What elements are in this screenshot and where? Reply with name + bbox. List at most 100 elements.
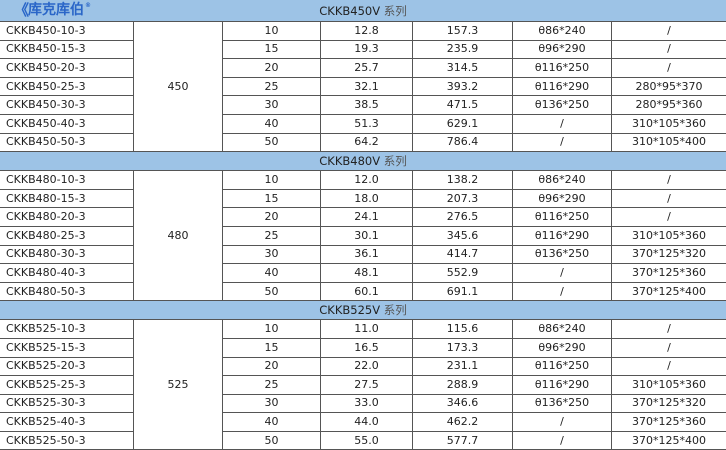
section-title: CKKB450V 系列 <box>0 0 726 22</box>
table-row: CKKB450-50-3 50 64.2 786.4/310*105*400 <box>0 132 726 153</box>
value-cell: θ136*250 <box>512 244 612 265</box>
value-cell: 462.2 <box>412 412 513 432</box>
value-cell: 16.5 <box>320 337 413 358</box>
value-cell: 20 <box>222 207 321 227</box>
table-row: CKKB480-50-3 50 60.1 691.1/370*125*400 <box>0 281 726 302</box>
model-cell: CKKB450-10-3 <box>0 21 134 41</box>
value-cell: 20 <box>222 58 321 78</box>
voltage-cell: 480 <box>133 170 223 302</box>
value-cell: / <box>512 263 612 283</box>
value-cell: θ116*290 <box>512 225 612 246</box>
value-cell: θ96*290 <box>512 337 612 358</box>
value-cell: θ86*240 <box>512 21 612 41</box>
value-cell: 15 <box>222 188 321 209</box>
section-header: CKKB450V 系列 <box>0 0 726 22</box>
value-cell: 48.1 <box>320 263 413 283</box>
table-row: CKKB480-25-3 25 30.1 345.6 θ116*290 310*105*3… <box>0 225 726 246</box>
model-cell: CKKB480-25-3 <box>0 225 134 246</box>
model-cell: CKKB450-40-3 <box>0 113 134 134</box>
value-cell: 33.0 <box>320 393 413 414</box>
value-cell: 24.1 <box>320 207 413 227</box>
value-cell: / <box>611 39 726 60</box>
value-cell: 40 <box>222 412 321 432</box>
table-row: CKKB450-30-3 30 38.5 471.5 θ136*250 280*95*36… <box>0 95 726 115</box>
value-cell: 370*125*400 <box>611 430 726 450</box>
table-row: CKKB480-20-3 20 24.1 276.5 θ116*250/ <box>0 207 726 227</box>
model-cell: CKKB525-10-3 <box>0 319 134 339</box>
value-cell: 691.1 <box>412 281 513 302</box>
value-cell: 310*105*400 <box>611 132 726 153</box>
value-cell: 370*125*320 <box>611 393 726 414</box>
value-cell: 370*125*360 <box>611 412 726 432</box>
value-cell: 235.9 <box>412 39 513 60</box>
value-cell: 12.0 <box>320 170 413 190</box>
value-cell: 50 <box>222 132 321 153</box>
value-cell: θ116*290 <box>512 375 612 395</box>
value-cell: 25 <box>222 375 321 395</box>
value-cell: 577.7 <box>412 430 513 450</box>
value-cell: 15 <box>222 337 321 358</box>
series-suffix: 系列 <box>383 4 407 18</box>
model-cell: CKKB525-20-3 <box>0 356 134 377</box>
value-cell: 40 <box>222 263 321 283</box>
model-cell: CKKB525-15-3 <box>0 337 134 358</box>
table-row: CKKB525-30-3 30 33.0 346.6 θ136*250 370*125*3… <box>0 393 726 414</box>
value-cell: 20 <box>222 356 321 377</box>
table-row: CKKB525-10-3 525 10 11.0 115.6 θ86*240/ <box>0 319 726 450</box>
value-cell: / <box>611 21 726 41</box>
value-cell: 231.1 <box>412 356 513 377</box>
section-title: CKKB525V 系列 <box>0 300 726 321</box>
value-cell: 15 <box>222 39 321 60</box>
value-cell: θ116*250 <box>512 356 612 377</box>
table-row: CKKB450-25-3 25 32.1 393.2 θ116*290 280*95*37… <box>0 76 726 97</box>
model-cell: CKKB450-20-3 <box>0 58 134 78</box>
value-cell: 288.9 <box>412 375 513 395</box>
value-cell: 50 <box>222 281 321 302</box>
value-cell: 30.1 <box>320 225 413 246</box>
value-cell: 36.1 <box>320 244 413 265</box>
value-cell: 25.7 <box>320 58 413 78</box>
value-cell: / <box>611 337 726 358</box>
model-cell: CKKB450-15-3 <box>0 39 134 60</box>
value-cell: 370*125*400 <box>611 281 726 302</box>
value-cell: 25 <box>222 76 321 97</box>
value-cell: 310*105*360 <box>611 113 726 134</box>
value-cell: / <box>611 188 726 209</box>
value-cell: 280*95*370 <box>611 76 726 97</box>
model-cell: CKKB450-50-3 <box>0 132 134 153</box>
value-cell: θ86*240 <box>512 319 612 339</box>
value-cell: / <box>611 58 726 78</box>
table-row: CKKB525-20-3 20 22.0 231.1 θ116*250/ <box>0 356 726 377</box>
table-row: CKKB450-10-3 450 10 12.8 157.3 θ86*240/ <box>0 20 726 153</box>
value-cell: / <box>512 281 612 302</box>
value-cell: 310*105*360 <box>611 375 726 395</box>
model-cell: CKKB525-25-3 <box>0 375 134 395</box>
value-cell: 18.0 <box>320 188 413 209</box>
value-cell: / <box>611 207 726 227</box>
value-cell: θ136*250 <box>512 95 612 115</box>
value-cell: 314.5 <box>412 58 513 78</box>
table-row: CKKB525-15-3 15 16.5 173.3 θ96*290/ <box>0 337 726 358</box>
value-cell: 346.6 <box>412 393 513 414</box>
value-cell: / <box>611 170 726 190</box>
value-cell: 157.3 <box>412 21 513 41</box>
value-cell: θ116*250 <box>512 207 612 227</box>
value-cell: θ116*290 <box>512 76 612 97</box>
value-cell: 276.5 <box>412 207 513 227</box>
table-row: CKKB450-20-3 20 25.7 314.5 θ116*250/ <box>0 58 726 78</box>
value-cell: 345.6 <box>412 225 513 246</box>
model-cell: CKKB480-15-3 <box>0 188 134 209</box>
value-cell: 414.7 <box>412 244 513 265</box>
model-cell: CKKB480-50-3 <box>0 281 134 302</box>
value-cell: 280*95*360 <box>611 95 726 115</box>
value-cell: 10 <box>222 21 321 41</box>
value-cell: 38.5 <box>320 95 413 115</box>
table-row: CKKB480-40-3 40 48.1 552.9/370*125*360 <box>0 263 726 283</box>
value-cell: 370*125*320 <box>611 244 726 265</box>
model-cell: CKKB480-30-3 <box>0 244 134 265</box>
voltage-cell: 525 <box>133 319 223 450</box>
section-title: CKKB480V 系列 <box>0 151 726 172</box>
value-cell: 393.2 <box>412 76 513 97</box>
table-row: CKKB450-15-3 15 19.3 235.9 θ96*290/ <box>0 39 726 60</box>
